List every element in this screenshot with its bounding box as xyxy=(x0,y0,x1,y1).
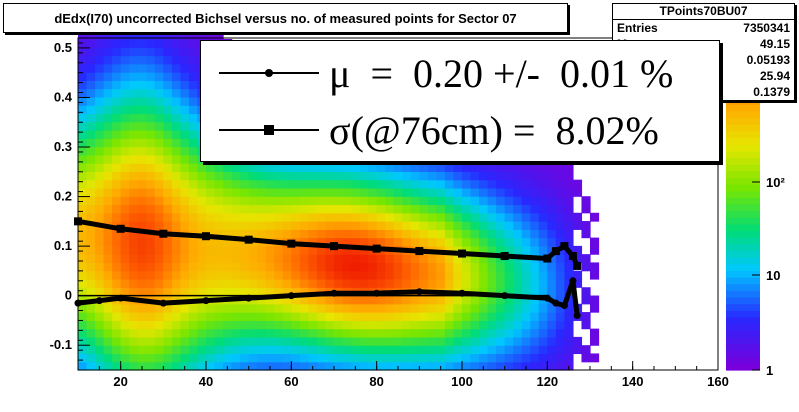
stats-row: 0.1379 xyxy=(613,84,794,100)
z-tick-label: 10 xyxy=(766,268,780,283)
stats-value: 7350341 xyxy=(743,21,790,35)
series-segment xyxy=(120,295,164,306)
series-segment xyxy=(376,246,420,254)
chart-title: dEdx(I70) uncorrected Bichsel versus no.… xyxy=(3,3,568,33)
x-tick-label: 120 xyxy=(536,374,558,389)
legend-entry-sigma: σ(@76cm) = 8.02% xyxy=(201,103,719,158)
data-point xyxy=(568,252,577,261)
series-segment xyxy=(120,226,164,237)
x-tick-label: 20 xyxy=(113,374,127,389)
circle-marker-icon xyxy=(219,69,319,77)
series-segment xyxy=(419,248,463,257)
series-circle xyxy=(74,277,581,319)
data-point xyxy=(95,297,103,305)
series-segment xyxy=(333,243,377,252)
stats-value: 0.05193 xyxy=(746,53,790,67)
data-point xyxy=(458,289,466,297)
data-point xyxy=(560,302,568,310)
series-segment xyxy=(248,237,292,247)
data-point xyxy=(543,294,551,302)
z-tick-label: 1 xyxy=(766,363,773,378)
data-point xyxy=(573,311,581,319)
x-tick-label: 80 xyxy=(369,374,383,389)
y-tick-label: -0.1 xyxy=(50,337,72,352)
data-point xyxy=(159,299,167,307)
series-segment xyxy=(419,289,463,296)
series-segment xyxy=(163,298,207,306)
data-point xyxy=(287,292,295,300)
stats-value: 0.1379 xyxy=(753,85,790,99)
series-segment xyxy=(461,251,505,259)
data-point xyxy=(373,289,381,297)
series-segment xyxy=(504,253,548,262)
series-segment xyxy=(504,293,548,301)
data-point xyxy=(330,242,338,251)
square-marker-icon xyxy=(219,125,319,135)
series-segment xyxy=(570,280,580,316)
x-tick-label: 160 xyxy=(707,374,729,389)
x-tick-label: 100 xyxy=(451,374,473,389)
x-tick-label: 140 xyxy=(622,374,644,389)
data-point xyxy=(569,277,577,285)
series-segment xyxy=(461,290,505,299)
data-point xyxy=(116,224,125,233)
chart-title-text: dEdx(I70) uncorrected Bichsel versus no.… xyxy=(54,10,517,26)
data-point xyxy=(117,294,125,302)
y-tick-label: 0 xyxy=(65,288,72,303)
stats-row: Entries 7350341 xyxy=(613,20,794,36)
y-tick-label: 0.1 xyxy=(54,238,72,253)
data-point xyxy=(202,232,210,241)
legend-text-sigma: σ(@76cm) = 8.02% xyxy=(329,108,659,153)
series-segment xyxy=(248,293,292,301)
stats-row: 25.94 xyxy=(613,68,794,84)
series-segment xyxy=(291,290,335,299)
series-segment xyxy=(163,231,207,239)
data-point xyxy=(500,252,509,261)
series-segment xyxy=(99,295,121,304)
data-point xyxy=(560,242,569,251)
y-tick-label: 0.3 xyxy=(54,139,72,154)
x-tick-label: 40 xyxy=(199,374,213,389)
y-tick-label: 0.4 xyxy=(54,89,73,104)
data-point xyxy=(543,254,552,263)
stats-value: 25.94 xyxy=(759,69,790,83)
y-axis: -0.1 0 0.1 0.2 0.3 0.4 0.5 xyxy=(50,40,90,371)
data-point xyxy=(552,299,560,307)
stats-label: Entries xyxy=(617,21,658,35)
data-point xyxy=(330,289,338,297)
data-point xyxy=(551,247,560,256)
x-axis: 20 40 60 80 100 120 140 160 xyxy=(77,361,729,389)
data-point xyxy=(74,299,82,307)
legend-text-mu: μ = 0.20 +/- 0.01 % xyxy=(329,51,674,96)
data-point xyxy=(415,247,424,256)
data-point xyxy=(372,244,381,253)
data-point xyxy=(202,297,210,305)
y-tick-label: 0.5 xyxy=(54,40,72,55)
series-segment xyxy=(77,218,122,232)
stats-name: TPoints70BU07 xyxy=(613,4,794,20)
z-tick-label: 10² xyxy=(766,175,785,190)
data-point xyxy=(573,261,582,270)
series-segment xyxy=(205,295,249,304)
series-segment xyxy=(291,241,335,249)
series-segment xyxy=(77,298,100,306)
series-segment xyxy=(205,233,249,243)
data-point xyxy=(415,288,423,296)
data-point xyxy=(287,239,296,248)
x-tick-label: 60 xyxy=(284,374,298,389)
data-point xyxy=(245,294,253,302)
legend: μ = 0.20 +/- 0.01 % σ(@76cm) = 8.02% xyxy=(200,40,720,162)
data-point xyxy=(501,292,509,300)
data-point xyxy=(159,229,168,238)
legend-entry-mu: μ = 0.20 +/- 0.01 % xyxy=(201,46,719,101)
y-tick-label: 0.2 xyxy=(54,189,72,204)
stats-value: 49.15 xyxy=(759,37,790,51)
stats-row: 0.05193 xyxy=(613,52,794,68)
data-point xyxy=(244,235,253,244)
series-segment xyxy=(376,289,420,296)
data-point xyxy=(458,249,466,258)
